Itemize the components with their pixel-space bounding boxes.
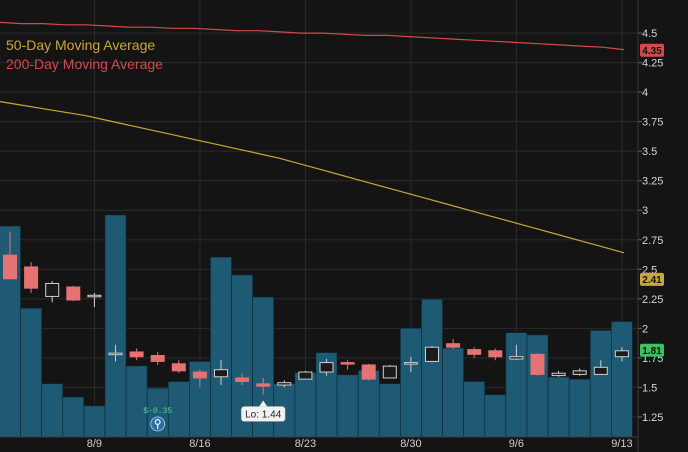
low-callout-pointer xyxy=(259,400,268,407)
volume-bar xyxy=(421,299,443,438)
candle-body-up xyxy=(319,362,334,373)
volume-bar xyxy=(357,370,380,438)
volume-bar xyxy=(526,334,549,438)
ma-value-label: 4.35 xyxy=(642,46,662,57)
volume-bar xyxy=(589,330,612,438)
candle-body-down xyxy=(361,364,376,380)
candle-body-up xyxy=(382,365,397,379)
y-tick-label: 1.25 xyxy=(642,412,663,424)
y-tick-label: 2.75 xyxy=(642,235,663,247)
last-price-label: 1.81 xyxy=(642,346,662,357)
candle-body-down xyxy=(24,266,39,289)
candle-body-down xyxy=(192,371,207,379)
y-tick-label: 4.5 xyxy=(642,28,657,40)
candle-body-down xyxy=(488,350,503,358)
candle-body-down xyxy=(171,363,186,372)
volume-bar xyxy=(336,374,359,438)
volume-bar xyxy=(41,383,64,438)
volume-bars xyxy=(0,214,633,438)
dividend-label: $-0.35 xyxy=(143,407,172,416)
candle-body-up xyxy=(87,294,102,298)
moving-average-lines xyxy=(0,21,625,254)
x-tick-label: 8/16 xyxy=(189,438,210,450)
volume-bar xyxy=(442,347,464,438)
volume-bar xyxy=(484,394,507,438)
legend-200-day: 200-Day Moving Average xyxy=(6,56,163,72)
candle-body-up xyxy=(214,369,228,378)
low-callout-label: Lo: 1.44 xyxy=(245,409,282,420)
y-tick-label: 2 xyxy=(642,323,648,335)
price-axis: 4.54.2543.753.53.2532.752.52.2521.751.51… xyxy=(637,0,664,452)
ma-line-50-day xyxy=(0,101,625,254)
y-tick-label: 3 xyxy=(642,205,648,217)
candle-body-up xyxy=(551,372,566,377)
volume-bar xyxy=(210,256,232,438)
candle-body-down xyxy=(530,353,545,375)
volume-bar xyxy=(104,214,127,438)
candle-body-down xyxy=(129,351,144,358)
candle-body-up xyxy=(509,356,524,360)
volume-bar xyxy=(125,365,148,438)
dividend-icon[interactable] xyxy=(150,416,166,432)
candle-body-down xyxy=(340,362,355,365)
x-tick-label: 9/6 xyxy=(509,438,524,450)
x-tick-label: 9/13 xyxy=(611,438,632,450)
candle-body-up xyxy=(425,346,439,362)
candle-body-down xyxy=(256,383,271,387)
last-price-badge xyxy=(640,343,664,357)
y-tick-label: 4.25 xyxy=(642,58,663,70)
y-tick-label: 3.25 xyxy=(642,176,663,188)
candle-body-up xyxy=(593,366,608,375)
candle-body-up xyxy=(403,362,418,365)
candle-body-down xyxy=(3,254,17,280)
volume-bar xyxy=(547,376,570,438)
candle-body-up xyxy=(277,382,292,386)
volume-bar xyxy=(463,381,486,438)
y-tick-label: 3.5 xyxy=(642,146,657,158)
y-tick-label: 2.25 xyxy=(642,294,663,306)
ma-value-badge xyxy=(640,43,664,57)
x-tick-label: 8/9 xyxy=(87,438,102,450)
volume-bar xyxy=(611,321,633,438)
volume-bar xyxy=(20,307,42,438)
y-tick-label: 3.75 xyxy=(642,117,663,129)
date-axis: 8/9 8/16 8/23 8/30 9/6 9/13 xyxy=(0,436,638,450)
candle-body-down xyxy=(66,286,81,301)
y-tick-label: 1.5 xyxy=(642,382,657,394)
volume-bar xyxy=(83,405,106,438)
candle-body-down xyxy=(446,343,461,348)
legend-50-day: 50-Day Moving Average xyxy=(6,37,155,53)
candle-body-down xyxy=(467,349,482,355)
candle-body-up xyxy=(108,352,123,356)
candle-body-up xyxy=(614,350,629,358)
x-tick-label: 8/23 xyxy=(295,438,316,450)
ma-value-badge xyxy=(640,272,664,286)
candle-body-down xyxy=(150,355,165,362)
candle-body-down xyxy=(235,377,250,382)
price-candles xyxy=(3,231,629,395)
ma-value-label: 2.41 xyxy=(642,275,662,286)
x-tick-label: 8/30 xyxy=(400,438,421,450)
volume-bar xyxy=(400,327,422,438)
candle-body-up xyxy=(572,370,587,375)
volume-bar xyxy=(378,383,401,438)
annotations: Lo: 1.44 $-0.35 xyxy=(143,400,286,432)
legend: 50-Day Moving Average 200-Day Moving Ave… xyxy=(6,37,163,72)
candle-body-up xyxy=(45,282,60,297)
candle-body-up xyxy=(298,371,313,380)
ma-line-200-day xyxy=(0,21,625,51)
volume-bar xyxy=(568,378,591,438)
volume-bar xyxy=(294,372,317,438)
volume-bar xyxy=(62,396,85,438)
y-tick-label: 4 xyxy=(642,87,648,99)
